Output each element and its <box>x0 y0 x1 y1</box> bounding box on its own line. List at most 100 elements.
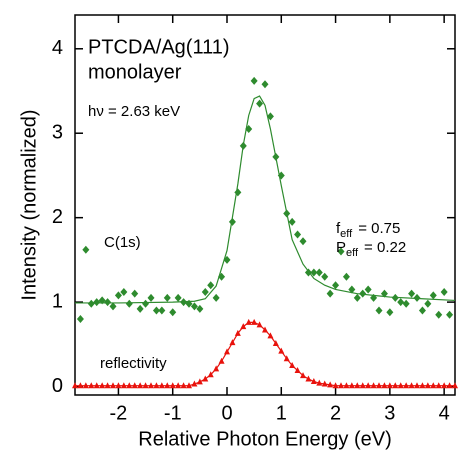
data-point <box>148 382 154 389</box>
data-point <box>354 382 361 389</box>
data-point <box>158 382 165 389</box>
data-point <box>104 298 112 307</box>
data-point <box>376 382 382 389</box>
annotation-sub: eff <box>346 247 359 259</box>
annotation: feff = 0.75 <box>336 220 400 240</box>
data-point <box>332 281 340 290</box>
annotation-sub: eff <box>340 228 353 240</box>
data-point <box>169 382 176 389</box>
data-point <box>229 339 236 346</box>
data-point <box>326 289 334 298</box>
data-point <box>353 293 361 302</box>
data-point <box>299 237 307 246</box>
data-point <box>294 367 301 374</box>
data-point <box>446 382 453 389</box>
annotation-base: f <box>336 220 341 237</box>
data-point <box>76 315 84 323</box>
x-tick-label: 2 <box>330 402 341 424</box>
data-point <box>250 76 258 85</box>
data-point <box>419 382 426 389</box>
data-point <box>82 382 89 389</box>
data-point <box>315 268 323 277</box>
data-point <box>196 378 203 385</box>
data-point <box>256 321 263 328</box>
data-point <box>294 230 302 239</box>
data-point <box>93 298 101 307</box>
data-point <box>386 382 393 389</box>
data-point <box>218 357 225 364</box>
data-point <box>87 299 95 308</box>
data-point <box>283 355 290 362</box>
data-point <box>186 382 192 389</box>
data-point <box>348 382 355 389</box>
data-point <box>202 375 209 382</box>
x-tick-label: 4 <box>439 402 450 424</box>
data-point <box>234 329 241 336</box>
data-point <box>131 382 138 389</box>
annotation-base: P <box>336 239 346 256</box>
data-point <box>228 217 236 226</box>
data-point <box>93 382 100 389</box>
data-point <box>446 310 454 319</box>
data-point <box>136 304 144 313</box>
data-point <box>245 318 252 325</box>
data-point <box>120 287 128 296</box>
data-point <box>169 308 177 317</box>
annotation: reflectivity <box>100 355 167 372</box>
y-tick-label: 3 <box>52 122 63 144</box>
data-point <box>278 347 285 354</box>
data-point <box>224 348 230 355</box>
data-point <box>359 382 366 389</box>
data-point <box>424 299 432 308</box>
data-point <box>403 382 410 389</box>
annotation: PTCDA/Ag(111) <box>88 36 230 58</box>
data-point <box>397 298 405 307</box>
data-point <box>365 382 372 389</box>
data-point <box>109 302 117 311</box>
data-point <box>191 380 198 387</box>
data-point <box>207 371 214 378</box>
annotation-text: = 0.75 <box>358 220 400 237</box>
data-point <box>201 287 209 296</box>
data-point <box>429 291 437 300</box>
data-point <box>430 382 437 389</box>
data-point <box>440 287 448 296</box>
x-tick-label: 3 <box>384 402 395 424</box>
data-point <box>137 382 144 389</box>
data-point <box>327 381 334 388</box>
data-point <box>251 318 258 325</box>
y-tick-label: 4 <box>52 37 63 59</box>
data-point <box>261 80 269 89</box>
data-point <box>207 281 215 290</box>
data-point <box>452 382 458 389</box>
data-point <box>392 382 399 389</box>
data-point <box>380 289 388 298</box>
annotation: hν = 2.63 keV <box>88 103 180 120</box>
x-tick-label: -1 <box>164 402 182 424</box>
data-point <box>212 293 220 302</box>
data-point <box>115 382 122 389</box>
data-point <box>99 382 106 389</box>
data-point <box>262 326 268 333</box>
data-point <box>153 382 160 389</box>
data-point <box>408 382 415 389</box>
y-axis-label: Intensity (normalized) <box>18 109 40 300</box>
annotation: Peff = 0.22 <box>336 239 406 259</box>
data-point <box>131 289 139 298</box>
x-tick-label: 0 <box>221 402 232 424</box>
data-point <box>288 217 296 226</box>
annotation-text: = 0.22 <box>364 239 406 256</box>
data-point <box>310 268 318 277</box>
data-point <box>163 293 171 302</box>
y-tick-label: 2 <box>52 206 63 228</box>
data-point <box>364 285 372 294</box>
data-point <box>370 382 377 389</box>
data-point <box>213 365 220 372</box>
data-point <box>418 306 426 315</box>
data-point <box>267 332 274 339</box>
data-point <box>72 382 78 389</box>
data-point <box>348 285 356 294</box>
data-point <box>402 299 410 308</box>
data-point <box>104 382 111 389</box>
